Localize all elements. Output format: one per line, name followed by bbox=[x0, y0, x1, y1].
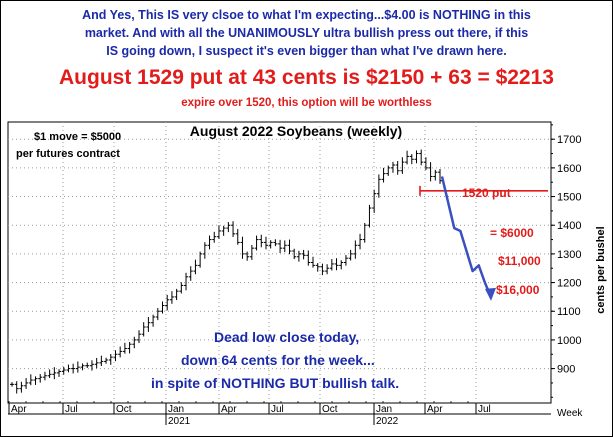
x-tick-label: Oct bbox=[116, 404, 132, 415]
x-tick-label: Apr bbox=[427, 404, 443, 415]
x-tick-label: Jan bbox=[376, 404, 392, 415]
x-tick-label: Jan bbox=[168, 404, 184, 415]
note-line-3: in spite of NOTHING BUT bullish talk. bbox=[151, 375, 400, 391]
y-axis-label: cents per bushel bbox=[595, 226, 607, 313]
x-tick-label: Jul bbox=[478, 404, 491, 415]
x-tick-label: Apr bbox=[221, 404, 237, 415]
y-tick-label: 1300 bbox=[557, 249, 581, 261]
loss-16000: $16,000 bbox=[496, 283, 540, 297]
price-bars bbox=[10, 149, 442, 394]
header-line-2: market. And with all the UNANIMOUSLY ult… bbox=[84, 26, 529, 40]
contract-note-2: per futures contract bbox=[16, 148, 120, 160]
y-tick-label: 1200 bbox=[557, 278, 581, 290]
loss-6000: = $6000 bbox=[490, 226, 534, 240]
loss-11000: $11,000 bbox=[498, 254, 541, 268]
projection-arrow bbox=[440, 176, 496, 301]
projection-arrowhead bbox=[485, 287, 496, 301]
y-tick-label: 1700 bbox=[557, 134, 581, 146]
y-tick-label: 900 bbox=[557, 364, 575, 376]
note-line-1: Dead low close today, bbox=[214, 329, 360, 345]
chart-title: August 2022 Soybeans (weekly) bbox=[190, 123, 402, 139]
year-label: 2021 bbox=[168, 416, 191, 427]
projection-line bbox=[440, 176, 493, 298]
x-tick-label: Apr bbox=[11, 404, 27, 415]
y-tick-label: 1400 bbox=[557, 220, 581, 232]
put-headline: August 1529 put at 43 cents is $2150 + 6… bbox=[59, 66, 554, 89]
y-axis: 900 1000 1100 1200 1300 1400 1500 1600 1700 bbox=[551, 124, 581, 398]
x-tick-label: Oct bbox=[322, 404, 338, 415]
x-tick-label: Jul bbox=[271, 404, 284, 415]
x-axis: Apr Jul Oct Jan Apr Jul Oct Jan Apr Jul 2021 2022 bbox=[8, 401, 551, 427]
y-tick-label: 1600 bbox=[557, 163, 581, 175]
y-tick-label: 1500 bbox=[557, 192, 581, 204]
plot-border bbox=[7, 121, 552, 404]
x-axis-label: Week bbox=[557, 408, 583, 419]
year-label: 2022 bbox=[376, 416, 399, 427]
contract-note: $1 move = $5000 bbox=[34, 131, 122, 143]
y-tick-label: 1000 bbox=[557, 335, 581, 347]
put-line bbox=[419, 185, 548, 196]
note-line-2: down 64 cents for the week... bbox=[181, 352, 375, 368]
expire-note: expire over 1520, this option will be wo… bbox=[181, 97, 432, 109]
header-line-1: And Yes, This IS very clsoe to what I'm … bbox=[82, 8, 531, 22]
header-line-3: IS going down, I suspect it's even bigge… bbox=[106, 44, 507, 58]
y-tick-label: 1100 bbox=[557, 306, 581, 318]
chart-grid bbox=[7, 121, 552, 404]
x-tick-label: Jul bbox=[65, 404, 78, 415]
put-label: 1520 put bbox=[462, 186, 511, 200]
